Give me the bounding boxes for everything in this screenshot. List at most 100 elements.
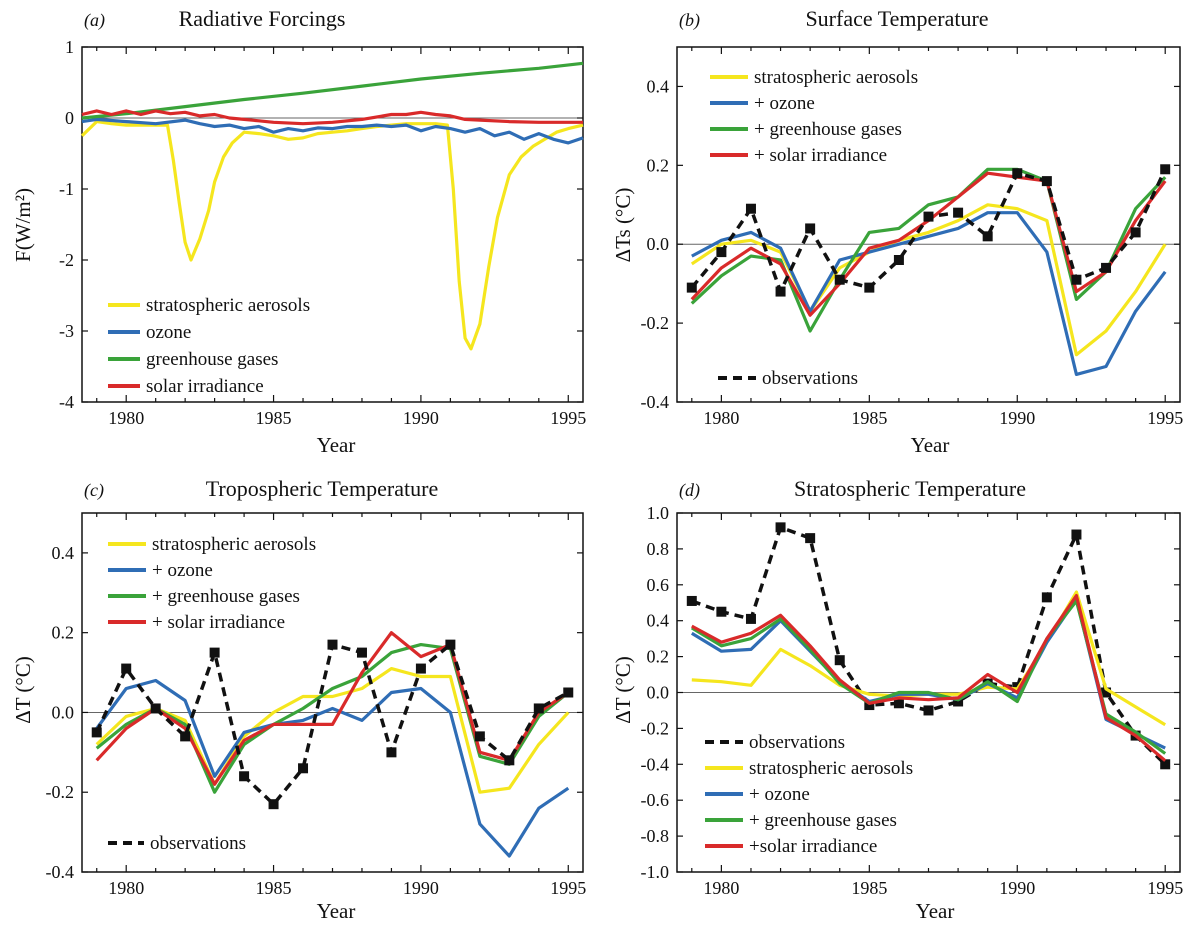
- x-axis-label: Year: [317, 433, 356, 457]
- legend-label: + greenhouse gases: [749, 810, 897, 831]
- data-point: [923, 705, 934, 716]
- data-point: [445, 639, 456, 650]
- data-point: [150, 703, 161, 714]
- x-tick-label: 1995: [1147, 878, 1183, 898]
- y-tick-label: -0.4: [641, 754, 670, 774]
- data-point: [953, 696, 964, 707]
- panel-3: -1.0 -0.8 -0.6 -0.4 -0.2 0.0 0.2 0.4 0.6 0.8 1.0 19…: [611, 476, 1183, 923]
- data-point: [893, 255, 904, 265]
- data-point: [1071, 529, 1082, 540]
- legend-label: + solar irradiance: [754, 145, 887, 166]
- data-point: [805, 533, 816, 544]
- y-tick-label: -4: [59, 392, 74, 412]
- plot-frame: [676, 46, 1181, 403]
- data-point: [834, 274, 845, 285]
- y-tick-label: 0.2: [52, 623, 75, 643]
- series-line: [691, 590, 1167, 727]
- chart-title: Surface Temperature: [805, 6, 988, 31]
- y-tick-label: -1.0: [641, 862, 670, 882]
- legend-label: + solar irradiance: [152, 612, 285, 633]
- legend-label: observations: [150, 833, 246, 854]
- series-line: [95, 631, 570, 786]
- data-point: [745, 613, 756, 624]
- x-tick-label: 1985: [851, 878, 887, 898]
- data-point: [893, 698, 904, 709]
- y-tick-label: 1: [65, 37, 74, 57]
- y-tick-label: 0.4: [647, 76, 670, 96]
- data-point: [1101, 262, 1112, 273]
- y-tick-label: -1: [59, 179, 74, 199]
- data-point: [356, 647, 367, 658]
- data-point: [864, 282, 875, 293]
- series-line: [691, 211, 1167, 376]
- data-point: [504, 755, 515, 766]
- y-axis-label: ΔT (°C): [11, 656, 35, 724]
- panel-1: -0.4 -0.2 0.0 0.2 0.4 1980 1985 1990 1995 (b) Surf…: [611, 6, 1183, 457]
- x-axis-label: Year: [317, 899, 356, 923]
- y-tick-label: -0.8: [641, 826, 670, 846]
- data-point: [686, 595, 697, 606]
- y-tick-label: 0.0: [647, 683, 670, 703]
- legend-label: greenhouse gases: [146, 349, 278, 370]
- data-point: [327, 639, 338, 650]
- data-point: [239, 771, 250, 782]
- data-point: [180, 731, 191, 742]
- data-point: [1012, 168, 1023, 179]
- data-point: [982, 231, 993, 242]
- y-tick-label: -0.2: [46, 782, 75, 802]
- x-tick-label: 1995: [1147, 408, 1183, 428]
- data-point: [474, 731, 485, 742]
- series-line: [80, 119, 584, 351]
- x-tick-label: 1985: [256, 878, 292, 898]
- y-axis-label: ΔTs (°C): [611, 188, 635, 263]
- data-point: [953, 207, 964, 218]
- panel-0: -4 -3 -2 -1 0 1 1980 1985 1990 1995 (a) Radiative F…: [11, 6, 586, 457]
- data-point: [121, 663, 132, 674]
- x-axis-label: Year: [916, 899, 955, 923]
- x-axis-label: Year: [911, 433, 950, 457]
- data-point: [1101, 687, 1112, 698]
- legend-label: observations: [749, 732, 845, 753]
- chart-title: Radiative Forcings: [179, 6, 346, 31]
- legend-label: stratospheric aerosols: [152, 534, 316, 555]
- x-tick-label: 1990: [999, 878, 1035, 898]
- y-tick-label: -3: [59, 321, 74, 341]
- x-tick-label: 1995: [550, 408, 586, 428]
- data-point: [686, 282, 697, 293]
- y-tick-label: -0.2: [641, 313, 670, 333]
- x-tick-label: 1980: [108, 878, 144, 898]
- data-point: [1071, 274, 1082, 285]
- series-line: [690, 168, 1167, 294]
- data-point: [864, 700, 875, 711]
- legend-label: + greenhouse gases: [152, 586, 300, 607]
- data-point: [91, 727, 102, 738]
- x-tick-label: 1995: [550, 878, 586, 898]
- data-point: [716, 606, 727, 617]
- legend-label: observations: [762, 368, 858, 389]
- x-tick-label: 1980: [108, 408, 144, 428]
- data-point: [834, 655, 845, 666]
- panel-label: (b): [679, 10, 700, 31]
- series-line: [95, 642, 570, 794]
- x-tick-label: 1985: [851, 408, 887, 428]
- legend-label: stratospheric aerosols: [146, 295, 310, 316]
- data-point: [1041, 176, 1052, 187]
- x-tick-label: 1990: [403, 878, 439, 898]
- series-line: [690, 203, 1167, 357]
- y-tick-label: 0.0: [52, 702, 75, 722]
- y-tick-label: 0: [65, 108, 74, 128]
- y-tick-label: 0.4: [647, 611, 670, 631]
- legend-label: stratospheric aerosols: [754, 67, 918, 88]
- y-tick-label: 0.2: [647, 647, 670, 667]
- data-point: [805, 223, 816, 234]
- legend-label: solar irradiance: [146, 376, 264, 397]
- series-line: [95, 666, 570, 794]
- legend-label: + ozone: [749, 784, 810, 805]
- series-line: [691, 525, 1167, 766]
- x-tick-label: 1990: [403, 408, 439, 428]
- panel-label: (c): [84, 480, 104, 501]
- x-tick-label: 1990: [999, 408, 1035, 428]
- data-point: [775, 286, 786, 297]
- data-point: [1160, 759, 1171, 770]
- chart-title: Stratospheric Temperature: [794, 476, 1026, 501]
